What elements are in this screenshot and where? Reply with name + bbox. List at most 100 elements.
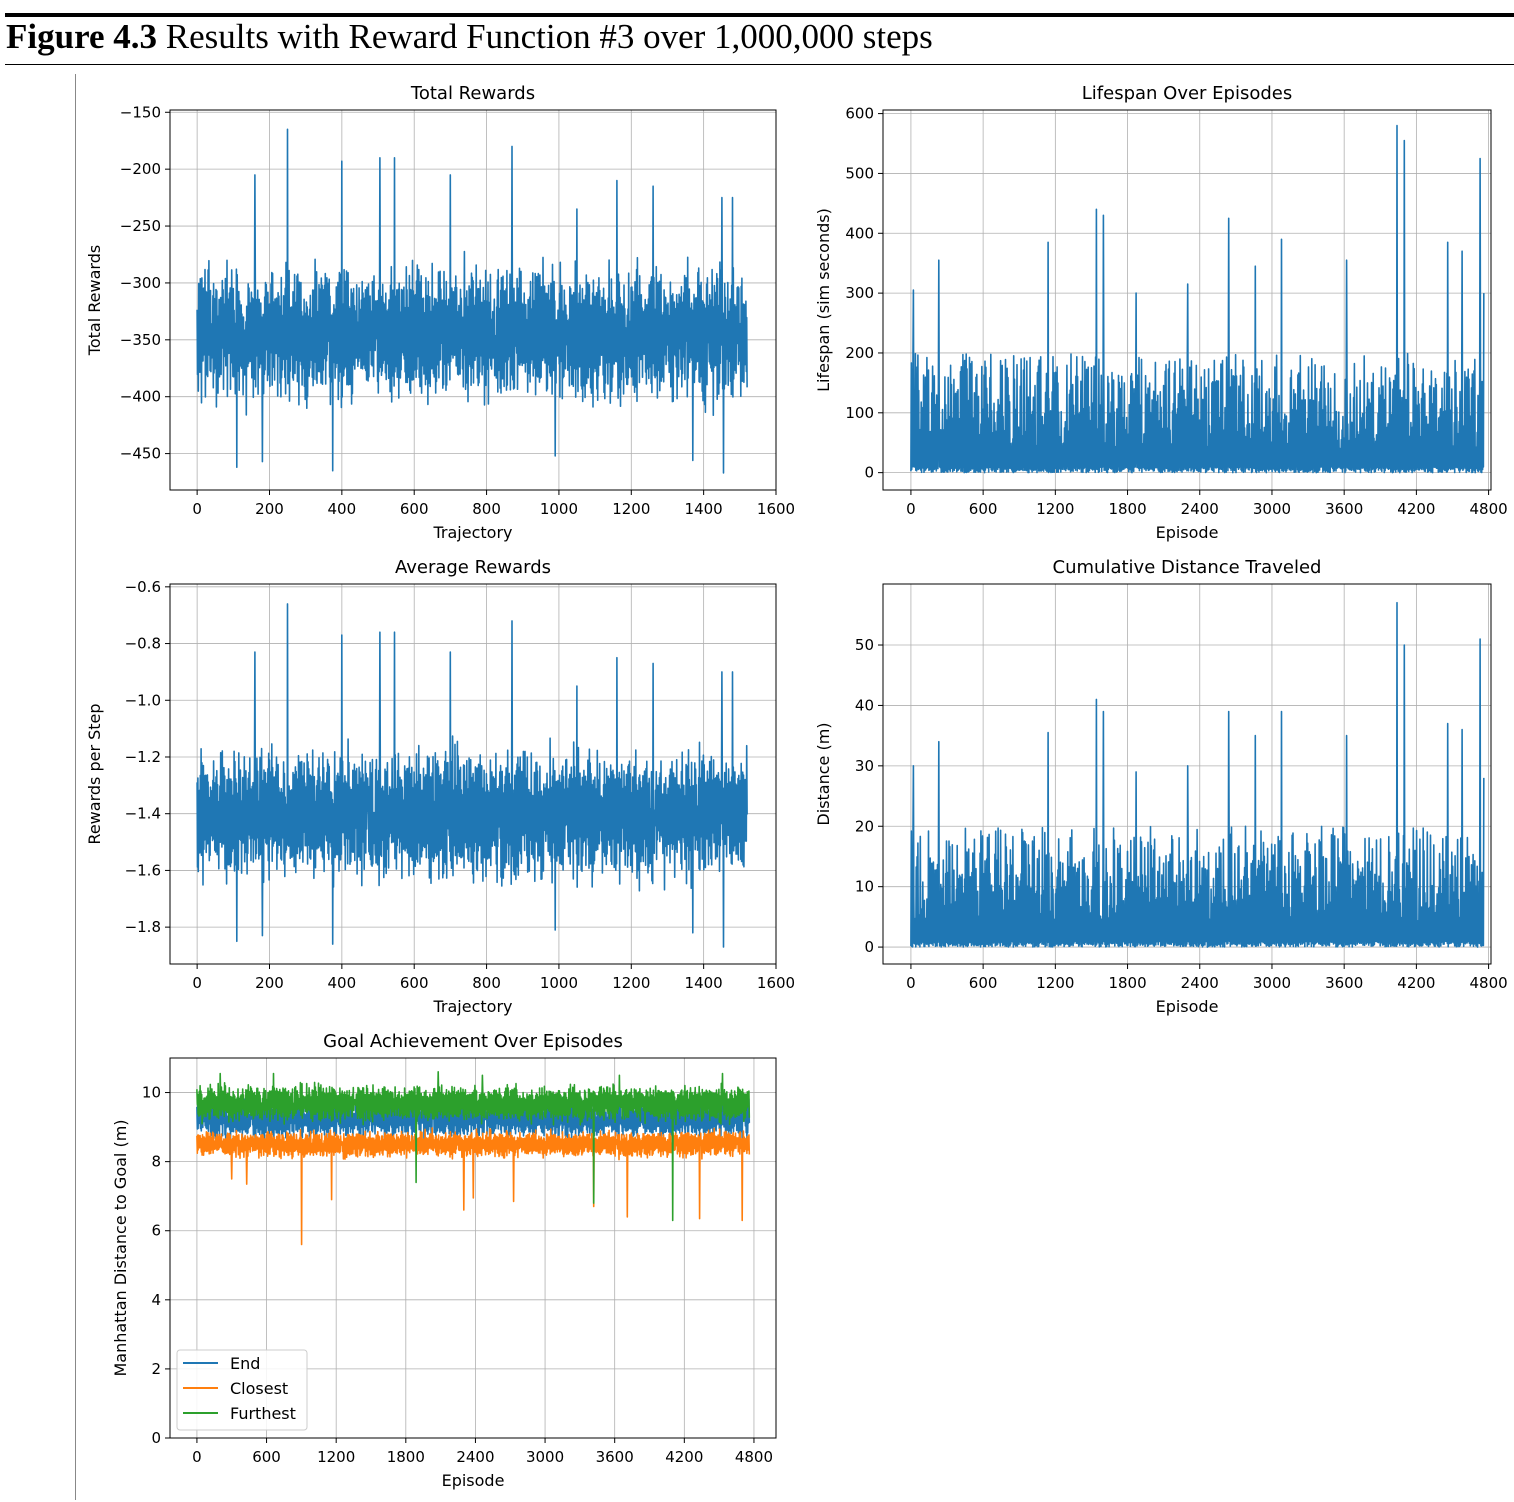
x-tick-label: 800 <box>472 500 501 518</box>
legend-box <box>176 1349 308 1431</box>
x-tick-label: 4200 <box>1397 500 1435 518</box>
y-tick-label: −300 <box>120 274 161 292</box>
x-tick-label: 400 <box>328 974 357 992</box>
x-tick-label: 3000 <box>1253 974 1291 992</box>
x-tick-label: 1000 <box>540 974 578 992</box>
y-tick-label: 10 <box>855 878 874 896</box>
x-tick-label: 1800 <box>387 1448 425 1466</box>
y-tick-label: 2 <box>151 1360 161 1378</box>
x-tick-label: 4200 <box>1397 974 1435 992</box>
y-tick-label: 500 <box>845 164 874 182</box>
x-tick-label: 600 <box>969 974 998 992</box>
y-axis-label: Lifespan (sim seconds) <box>814 208 833 392</box>
y-tick-label: 0 <box>864 464 874 482</box>
x-axis-label: Trajectory <box>433 523 513 542</box>
y-tick-label: −1.6 <box>125 861 161 879</box>
x-tick-label: 4800 <box>735 1448 773 1466</box>
y-tick-label: −1.0 <box>125 691 161 709</box>
y-tick-label: 400 <box>845 224 874 242</box>
margin-line <box>75 74 76 1500</box>
x-axis-label: Trajectory <box>433 997 513 1016</box>
x-tick-label: 1200 <box>317 1448 355 1466</box>
x-tick-label: 4800 <box>1469 974 1507 992</box>
chart-title: Cumulative Distance Traveled <box>1053 557 1322 578</box>
y-axis-label: Distance (m) <box>814 722 833 825</box>
bottom-rule <box>5 64 1514 65</box>
x-tick-label: 600 <box>252 1448 281 1466</box>
x-axis-label: Episode <box>1156 997 1219 1016</box>
x-tick-label: 1400 <box>685 500 723 518</box>
y-tick-label: −150 <box>120 103 161 121</box>
legend: End Closest Furthest <box>176 1349 308 1431</box>
y-tick-label: 0 <box>151 1429 161 1447</box>
x-tick-label: 3000 <box>526 1448 564 1466</box>
legend-label: Closest <box>230 1379 288 1398</box>
y-tick-label: −400 <box>120 388 161 406</box>
x-tick-label: 1600 <box>757 974 795 992</box>
series-line <box>910 601 1485 948</box>
y-tick-label: −1.4 <box>125 805 161 823</box>
series-line <box>196 603 748 948</box>
y-tick-label: 0 <box>864 938 874 956</box>
x-tick-label: 2400 <box>456 1448 494 1466</box>
y-tick-label: 4 <box>151 1291 161 1309</box>
x-tick-label: 0 <box>906 974 916 992</box>
chart-distance: 0 600 1200 1800 2400 3000 3600 4200 4800 0 10 20 30 4… <box>814 557 1508 1016</box>
figure-caption: Figure 4.3 Results with Reward Function … <box>6 17 933 57</box>
chart-title: Total Rewards <box>410 83 535 104</box>
figure-label: Figure 4.3 <box>6 17 158 56</box>
y-tick-label: 6 <box>151 1222 161 1240</box>
x-tick-label: 1000 <box>540 500 578 518</box>
x-tick-label: 2400 <box>1181 974 1219 992</box>
series-line <box>910 124 1485 474</box>
plot-frame <box>882 583 1492 965</box>
y-tick-label: 600 <box>845 105 874 123</box>
y-tick-label: 40 <box>855 696 874 714</box>
chart-total: 0 200 400 600 800 1000 1200 1400 1600 −150 −200 −25… <box>85 83 795 542</box>
x-tick-label: 0 <box>906 500 916 518</box>
x-tick-label: 1400 <box>685 974 723 992</box>
plot-frame <box>169 583 777 965</box>
x-axis-label: Episode <box>442 1471 505 1490</box>
y-tick-label: 10 <box>142 1084 161 1102</box>
legend-label: Furthest <box>230 1404 296 1423</box>
y-tick-label: −1.2 <box>125 748 161 766</box>
series-line-furthest <box>196 1071 751 1222</box>
x-tick-label: 0 <box>192 974 202 992</box>
x-tick-label: 3600 <box>1325 500 1363 518</box>
plot-frame <box>169 1057 777 1439</box>
x-tick-label: 4200 <box>665 1448 703 1466</box>
y-tick-label: −1.8 <box>125 918 161 936</box>
x-tick-label: 1600 <box>757 500 795 518</box>
plot-frame <box>169 109 777 491</box>
x-tick-label: 400 <box>328 500 357 518</box>
chart-goal: 0 600 1200 1800 2400 3000 3600 4200 4800 0 2 4 6 8 10 G… <box>111 1031 777 1490</box>
chart-title: Average Rewards <box>395 557 551 578</box>
chart-lifespan: 0 600 1200 1800 2400 3000 3600 4200 4800 0 100 200 3… <box>814 83 1508 542</box>
x-tick-label: 200 <box>255 500 284 518</box>
plot-frame <box>882 109 1492 491</box>
y-tick-label: −0.8 <box>125 635 161 653</box>
y-tick-label: −200 <box>120 160 161 178</box>
x-tick-label: 0 <box>192 1448 202 1466</box>
x-tick-label: 600 <box>400 500 429 518</box>
y-tick-label: 300 <box>845 284 874 302</box>
y-axis-label: Rewards per Step <box>85 703 104 844</box>
x-tick-label: 200 <box>255 974 284 992</box>
x-tick-label: 1200 <box>1036 974 1074 992</box>
x-tick-label: 3600 <box>596 1448 634 1466</box>
y-tick-label: 100 <box>845 404 874 422</box>
y-tick-label: 30 <box>855 757 874 775</box>
legend-label: End <box>230 1354 260 1373</box>
chart-title: Goal Achievement Over Episodes <box>323 1031 623 1052</box>
x-tick-label: 3600 <box>1325 974 1363 992</box>
x-tick-label: 600 <box>400 974 429 992</box>
y-tick-label: −0.6 <box>125 578 161 596</box>
x-tick-label: 3000 <box>1253 500 1291 518</box>
figure-caption-text: Results with Reward Function #3 over 1,0… <box>165 17 933 56</box>
y-tick-label: 200 <box>845 344 874 362</box>
chart-title: Lifespan Over Episodes <box>1082 83 1293 104</box>
y-axis-label: Total Rewards <box>85 245 104 356</box>
x-tick-label: 800 <box>472 974 501 992</box>
